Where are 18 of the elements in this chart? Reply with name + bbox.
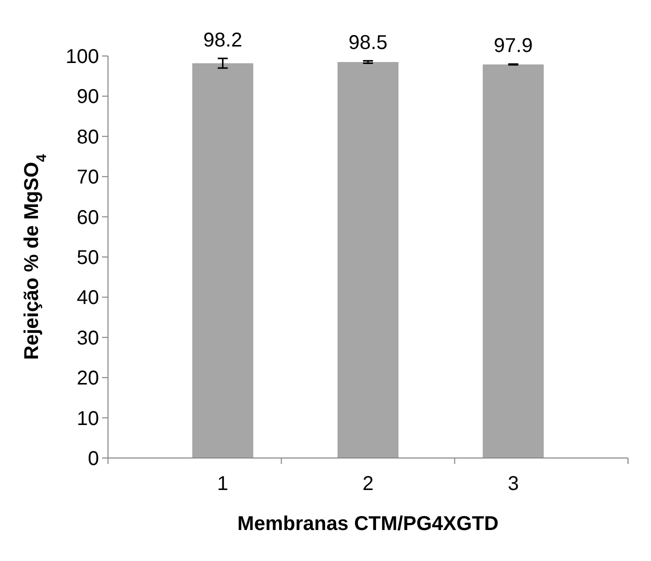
x-axis-title: Membranas CTM/PG4XGTD xyxy=(237,513,499,535)
y-tick-label: 70 xyxy=(76,166,99,189)
x-tick-label: 3 xyxy=(508,473,519,495)
data-label: 98.5 xyxy=(348,32,388,54)
y-tick-label: 60 xyxy=(76,206,99,229)
y-tick-label: 80 xyxy=(76,126,99,148)
y-tick-label: 10 xyxy=(76,408,99,430)
data-label: 98.2 xyxy=(203,29,242,52)
x-tick-label: 1 xyxy=(217,473,228,495)
y-tick-label: 30 xyxy=(76,327,99,350)
y-tick-label: 90 xyxy=(76,86,99,108)
y-tick-label: 20 xyxy=(76,368,99,390)
y-tick-label: 0 xyxy=(88,448,99,470)
data-label: 97.9 xyxy=(494,35,533,58)
y-tick-label: 40 xyxy=(76,287,99,310)
y-tick-label: 100 xyxy=(66,46,99,68)
x-tick-label: 2 xyxy=(362,473,374,495)
y-tick-label: 50 xyxy=(76,247,99,269)
